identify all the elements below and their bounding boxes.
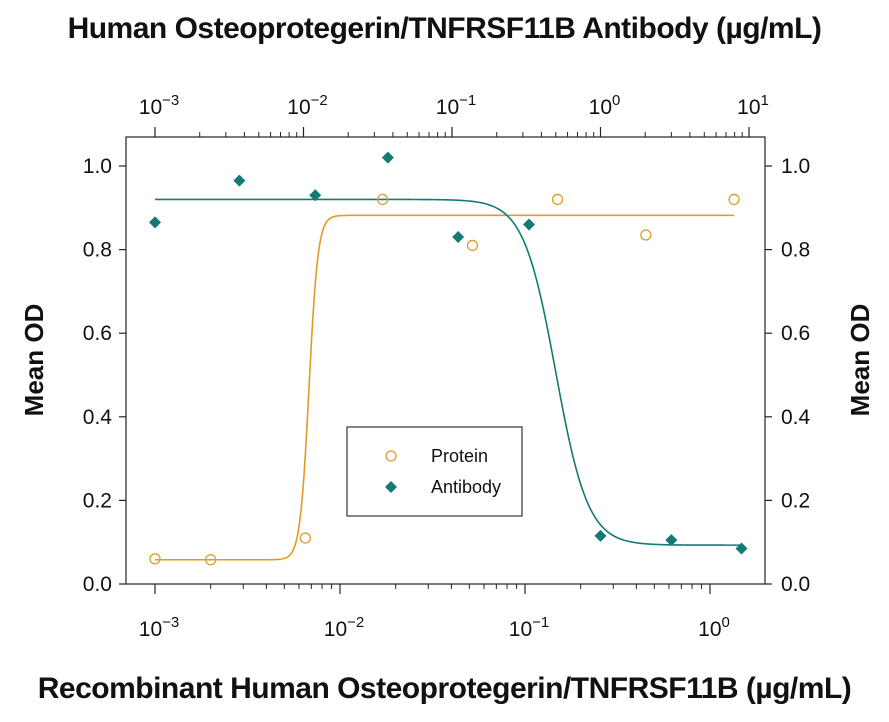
fit-curve-protein	[155, 214, 735, 561]
data-point-protein	[728, 193, 740, 206]
data-point-protein	[466, 239, 479, 252]
fit-curves	[155, 198, 742, 561]
data-point-protein	[640, 229, 652, 241]
top-x-tick-label: 10−3	[139, 92, 179, 119]
data-point-protein	[299, 532, 312, 544]
y-tick-label-right: 0.4	[781, 406, 811, 429]
top-x-tick-label: 101	[737, 92, 769, 119]
y-tick-label-right: 0.0	[781, 573, 810, 596]
data-point-protein	[205, 554, 217, 566]
data-point-antibody	[522, 218, 535, 231]
data-point-antibody	[452, 231, 465, 244]
y-tick-label-right: 1.0	[781, 155, 810, 178]
ticks-layer: 0.0 0.0 0.2 0.2 0.4 0.4 0.6 0.6 0.8 0.8 1.0 1.0 10−3…	[83, 92, 811, 641]
y-tick-label-left: 0.8	[83, 239, 112, 262]
data-points	[149, 151, 748, 566]
data-point-protein	[149, 553, 161, 565]
y-tick-label-left: 0.0	[83, 573, 112, 596]
y-tick-label-right: 0.8	[781, 239, 810, 262]
y-tick-label-left: 0.2	[83, 489, 112, 512]
data-point-antibody	[665, 534, 678, 547]
bottom-x-tick-label: 10−1	[509, 614, 549, 641]
y-tick-label-right: 0.6	[781, 322, 810, 345]
bottom-x-tick-label: 10−3	[139, 614, 179, 641]
legend-marker-antibody	[385, 481, 397, 493]
data-point-protein	[376, 193, 389, 206]
data-point-antibody	[381, 151, 394, 164]
y-tick-label-right: 0.2	[781, 489, 810, 512]
y-tick-label-left: 0.6	[83, 322, 112, 345]
legend-label-protein: Protein	[431, 446, 488, 466]
data-point-antibody	[233, 174, 246, 187]
data-point-antibody	[149, 216, 161, 229]
top-x-tick-label: 10−2	[287, 92, 327, 119]
legend-marker-protein	[385, 450, 397, 462]
bottom-x-tick-label: 10−2	[324, 614, 364, 641]
bottom-x-tick-label: 100	[698, 614, 730, 641]
y-axis-title-right: Mean OD	[845, 304, 875, 417]
data-point-antibody	[594, 529, 607, 542]
top-axis-title: Human Osteoprotegerin/TNFRSF11B Antibody…	[67, 12, 822, 45]
data-point-protein	[551, 193, 564, 206]
data-point-antibody	[735, 542, 748, 555]
legend-box	[346, 426, 523, 517]
top-x-tick-label: 10−1	[436, 92, 476, 119]
bottom-axis-title: Recombinant Human Osteoprotegerin/TNFRSF…	[37, 672, 852, 705]
legend-label-antibody: Antibody	[431, 477, 501, 497]
y-tick-label-left: 0.4	[83, 406, 113, 429]
data-point-antibody	[309, 189, 322, 202]
legend: Protein Antibody	[346, 426, 523, 517]
plot-frame	[125, 136, 766, 585]
y-tick-label-left: 1.0	[83, 155, 112, 178]
top-x-tick-label: 100	[589, 92, 621, 119]
y-axis-title-left: Mean OD	[19, 304, 49, 417]
fit-curve-antibody	[155, 198, 742, 546]
